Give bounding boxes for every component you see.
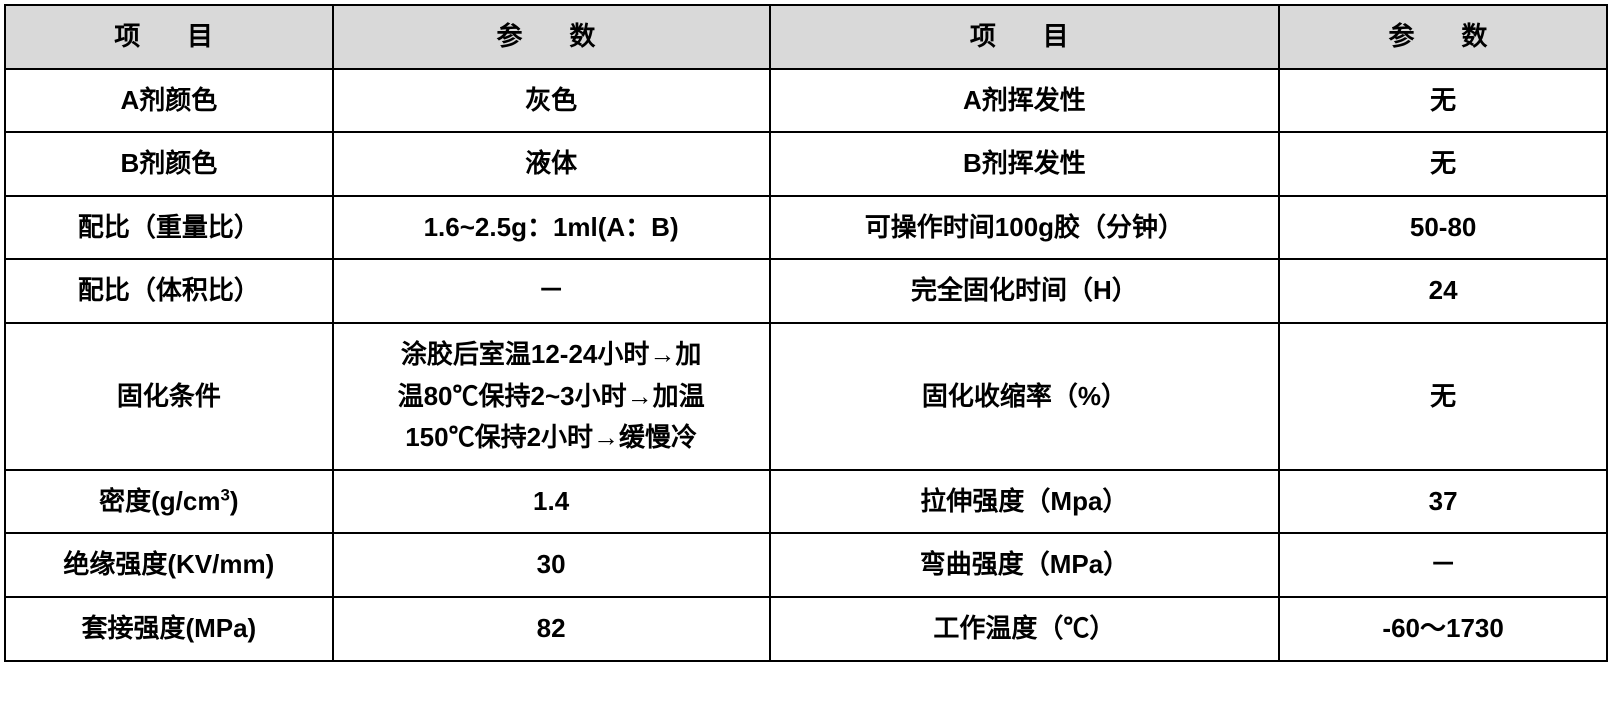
row-param: 液体 bbox=[333, 132, 770, 196]
specification-table: 项 目 参 数 项 目 参 数 A剂颜色 灰色 A剂挥发性 无 B剂颜色 液体 … bbox=[4, 4, 1608, 662]
row-param: 30 bbox=[333, 533, 770, 597]
row-label: 固化条件 bbox=[5, 323, 333, 470]
row-param-multiline: 涂胶后室温12-24小时→加 温80℃保持2~3小时→加温 150℃保持2小时→… bbox=[333, 323, 770, 470]
row-label: 绝缘强度(KV/mm) bbox=[5, 533, 333, 597]
table-header-row: 项 目 参 数 项 目 参 数 bbox=[5, 5, 1607, 69]
density-pre: 密度(g/cm bbox=[99, 486, 220, 516]
table-row: A剂颜色 灰色 A剂挥发性 无 bbox=[5, 69, 1607, 133]
row-label: B剂挥发性 bbox=[770, 132, 1280, 196]
line-2: 温80℃保持2~3小时→加温 bbox=[398, 381, 705, 411]
table-row: 配比（重量比） 1.6~2.5g：1ml(A：B) 可操作时间100g胶（分钟）… bbox=[5, 196, 1607, 260]
row-param: -60～1730 bbox=[1279, 597, 1607, 661]
table-row: 配比（体积比） － 完全固化时间（H） 24 bbox=[5, 259, 1607, 323]
row-label: 完全固化时间（H） bbox=[770, 259, 1280, 323]
density-sup: 3 bbox=[220, 485, 229, 504]
row-param: 灰色 bbox=[333, 69, 770, 133]
row-label: 配比（体积比） bbox=[5, 259, 333, 323]
table-row: 固化条件 涂胶后室温12-24小时→加 温80℃保持2~3小时→加温 150℃保… bbox=[5, 323, 1607, 470]
row-label-density: 密度(g/cm3) bbox=[5, 470, 333, 534]
header-param-2: 参 数 bbox=[1279, 5, 1607, 69]
row-param: － bbox=[1279, 533, 1607, 597]
row-label: B剂颜色 bbox=[5, 132, 333, 196]
table-row: B剂颜色 液体 B剂挥发性 无 bbox=[5, 132, 1607, 196]
row-label: 弯曲强度（MPa） bbox=[770, 533, 1280, 597]
row-param: 50-80 bbox=[1279, 196, 1607, 260]
row-label: 拉伸强度（Mpa） bbox=[770, 470, 1280, 534]
row-label: 工作温度（℃） bbox=[770, 597, 1280, 661]
row-label: 套接强度(MPa) bbox=[5, 597, 333, 661]
line-1: 涂胶后室温12-24小时→加 bbox=[401, 339, 702, 369]
table-row: 绝缘强度(KV/mm) 30 弯曲强度（MPa） － bbox=[5, 533, 1607, 597]
header-item-1: 项 目 bbox=[5, 5, 333, 69]
row-param: － bbox=[333, 259, 770, 323]
row-param: 24 bbox=[1279, 259, 1607, 323]
row-param: 无 bbox=[1279, 69, 1607, 133]
row-param: 37 bbox=[1279, 470, 1607, 534]
row-label: 可操作时间100g胶（分钟） bbox=[770, 196, 1280, 260]
row-label: 配比（重量比） bbox=[5, 196, 333, 260]
header-item-2: 项 目 bbox=[770, 5, 1280, 69]
density-post: ) bbox=[230, 486, 239, 516]
row-param: 无 bbox=[1279, 132, 1607, 196]
row-param: 1.4 bbox=[333, 470, 770, 534]
row-label: A剂挥发性 bbox=[770, 69, 1280, 133]
table-row: 套接强度(MPa) 82 工作温度（℃） -60～1730 bbox=[5, 597, 1607, 661]
row-param: 1.6~2.5g：1ml(A：B) bbox=[333, 196, 770, 260]
row-label: 固化收缩率（%） bbox=[770, 323, 1280, 470]
line-3: 150℃保持2小时→缓慢冷 bbox=[405, 422, 697, 452]
row-label: A剂颜色 bbox=[5, 69, 333, 133]
row-param: 82 bbox=[333, 597, 770, 661]
row-param: 无 bbox=[1279, 323, 1607, 470]
header-param-1: 参 数 bbox=[333, 5, 770, 69]
table-row: 密度(g/cm3) 1.4 拉伸强度（Mpa） 37 bbox=[5, 470, 1607, 534]
